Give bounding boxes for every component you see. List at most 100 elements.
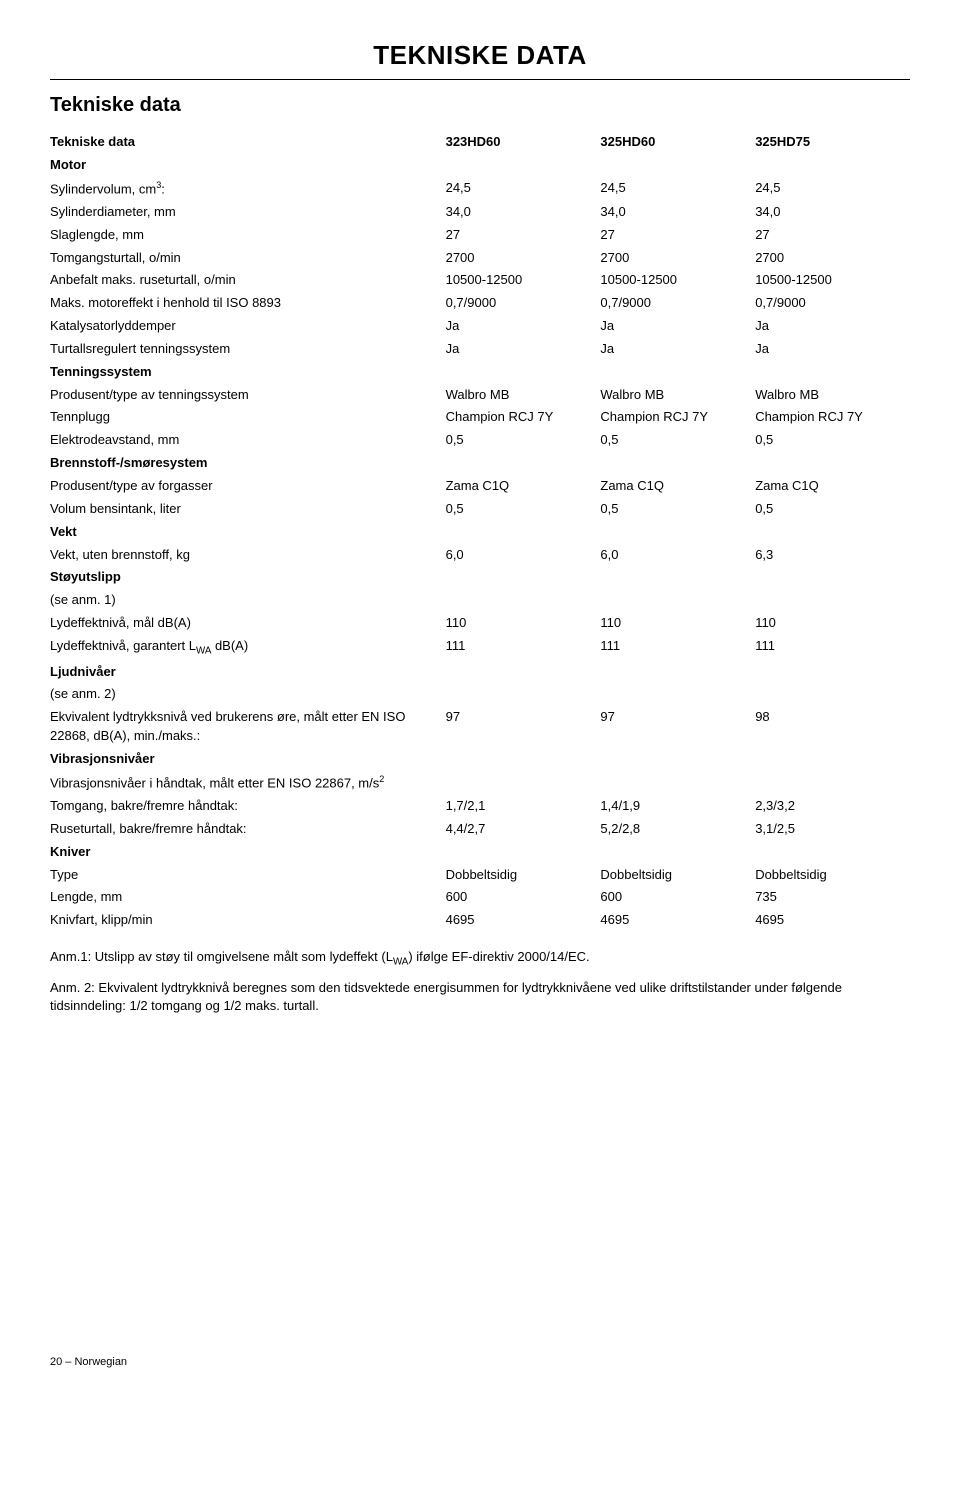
row-c2: 0,7/9000 [600,292,755,315]
header-label: Tekniske data [50,131,446,154]
vibrasjon-label: Vibrasjonsnivåer [50,748,446,771]
row-label: Lydeffektnivå, garantert LWA dB(A) [50,635,446,661]
row-label: (se anm. 1) [50,589,446,612]
table-row: Maks. motoreffekt i henhold til ISO 8893… [50,292,910,315]
table-row: Slaglengde, mm272727 [50,224,910,247]
table-row: (se anm. 2) [50,683,910,706]
group-tenningssystem: Tenningssystem [50,361,910,384]
row-c2: 24,5 [600,177,755,201]
table-header-row: Tekniske data 323HD60 325HD60 325HD75 [50,131,910,154]
table-row: Lengde, mm600600735 [50,886,910,909]
row-c3: 34,0 [755,201,910,224]
group-stoyutslipp: Støyutslipp [50,566,910,589]
group-ljudnivaer: Ljudnivåer [50,661,910,684]
row-c1: Walbro MB [446,384,601,407]
row-c2: 5,2/2,8 [600,818,755,841]
row-c1: Dobbeltsidig [446,864,601,887]
ljudnivaer-label: Ljudnivåer [50,661,446,684]
page-footer: 20 – Norwegian [50,1356,910,1368]
row-c2: 0,5 [600,429,755,452]
table-row: Volum bensintank, liter0,50,50,5 [50,498,910,521]
row-label: Turtallsregulert tenningssystem [50,338,446,361]
row-label: Volum bensintank, liter [50,498,446,521]
row-c3: 10500-12500 [755,269,910,292]
row-c2: 34,0 [600,201,755,224]
row-c2: Champion RCJ 7Y [600,406,755,429]
table-row: TypeDobbeltsidigDobbeltsidigDobbeltsidig [50,864,910,887]
row-c2: 97 [600,706,755,748]
row-c3: Dobbeltsidig [755,864,910,887]
table-row: Lydeffektnivå, mål dB(A)110110110 [50,612,910,635]
row-c3: 4695 [755,909,910,932]
row-c2: 0,5 [600,498,755,521]
row-c3: 111 [755,635,910,661]
row-c3: 110 [755,612,910,635]
row-c1: 4695 [446,909,601,932]
row-c3: 98 [755,706,910,748]
row-c3: 24,5 [755,177,910,201]
row-c1: 34,0 [446,201,601,224]
row-c3: 735 [755,886,910,909]
row-c1: 1,7/2,1 [446,795,601,818]
row-c1: 111 [446,635,601,661]
row-label: Lydeffektnivå, mål dB(A) [50,612,446,635]
row-c2: 27 [600,224,755,247]
table-row: Tomgangsturtall, o/min270027002700 [50,247,910,270]
row-label: Ruseturtall, bakre/fremre håndtak: [50,818,446,841]
row-c2: 111 [600,635,755,661]
table-row: Anbefalt maks. ruseturtall, o/min 10500-1… [50,269,910,292]
row-label: Lengde, mm [50,886,446,909]
page-title: TEKNISKE DATA [50,40,910,71]
row-label: Sylinderdiameter, mm [50,201,446,224]
row-c2: 10500-12500 [600,269,755,292]
group-kniver: Kniver [50,841,910,864]
row-label: (se anm. 2) [50,683,446,706]
row-label: Vekt, uten brennstoff, kg [50,544,446,567]
row-c2: 1,4/1,9 [600,795,755,818]
row-c3: 2,3/3,2 [755,795,910,818]
row-c1: 0,5 [446,498,601,521]
row-c2: 110 [600,612,755,635]
table-row: Ekvivalent lydtrykksnivå ved brukerens ø… [50,706,910,748]
row-label: Knivfart, klipp/min [50,909,446,932]
row-c3: 2700 [755,247,910,270]
row-c1: Ja [446,315,601,338]
table-row: KatalysatorlyddemperJaJaJa [50,315,910,338]
row-c2: Ja [600,315,755,338]
table-row: Produsent/type av tenningssystemWalbro M… [50,384,910,407]
row-label: Tomgangsturtall, o/min [50,247,446,270]
motor-label: Motor [50,154,446,177]
row-c2: Zama C1Q [600,475,755,498]
row-c1: Champion RCJ 7Y [446,406,601,429]
row-label: Katalysatorlyddemper [50,315,446,338]
table-row: Turtallsregulert tenningssystemJaJaJa [50,338,910,361]
table-row: Tomgang, bakre/fremre håndtak:1,7/2,11,4… [50,795,910,818]
table-row: Sylinderdiameter, mm34,034,034,0 [50,201,910,224]
row-c3: 3,1/2,5 [755,818,910,841]
row-label: Anbefalt maks. ruseturtall, o/min [50,269,446,292]
row-c1: 600 [446,886,601,909]
section-title: Tekniske data [50,94,910,117]
row-c1: 24,5 [446,177,601,201]
row-c2: 6,0 [600,544,755,567]
notes: Anm.1: Utslipp av støy til omgivelsene m… [50,948,910,1016]
table-row: Knivfart, klipp/min469546954695 [50,909,910,932]
row-c3: 27 [755,224,910,247]
header-c2: 325HD60 [600,131,755,154]
row-c2: 4695 [600,909,755,932]
vekt-label: Vekt [50,521,446,544]
row-c1: 2700 [446,247,601,270]
row-label: Tennplugg [50,406,446,429]
row-c1: 27 [446,224,601,247]
title-rule [50,79,910,80]
table-row: Ruseturtall, bakre/fremre håndtak:4,4/2,… [50,818,910,841]
row-c2: 2700 [600,247,755,270]
table-row: Produsent/type av forgasserZama C1QZama … [50,475,910,498]
row-c1: 97 [446,706,601,748]
row-c3: 6,3 [755,544,910,567]
row-c1: 0,7/9000 [446,292,601,315]
row-c1: Zama C1Q [446,475,601,498]
table-row: (se anm. 1) [50,589,910,612]
row-c2: 600 [600,886,755,909]
row-label: Type [50,864,446,887]
